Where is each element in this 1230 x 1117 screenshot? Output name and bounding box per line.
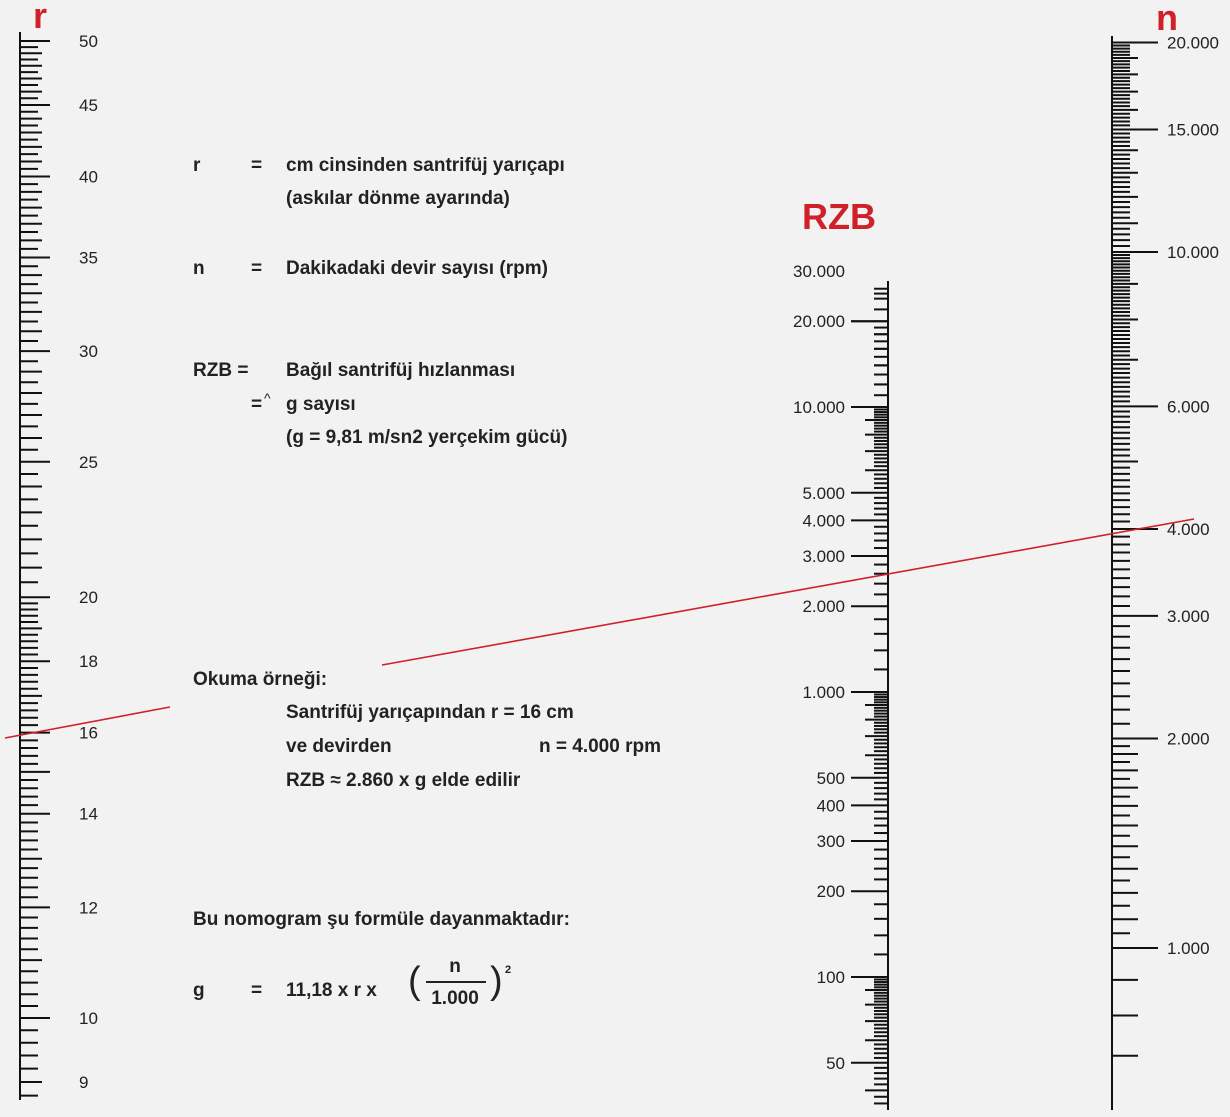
r-tick-label: 12 — [79, 898, 98, 917]
legend-rzb-definition: Bağıl santrifüj hızlanması — [286, 360, 516, 381]
legend-rzb-definition-g: g sayısı — [286, 394, 356, 415]
formula-fraction-bar — [426, 981, 486, 983]
formula-paren-close: ) — [490, 960, 503, 1002]
formula-numerator: n — [449, 956, 461, 977]
legend-n-definition: Dakikadaki devir sayısı (rpm) — [286, 258, 548, 279]
rzb-tick-label: 100 — [817, 968, 845, 987]
legend-r-equals: = — [251, 155, 263, 176]
n-tick-label: 10.000 — [1167, 243, 1219, 262]
formula-intro: Bu nomogram şu formüle dayanmaktadır: — [193, 909, 570, 930]
example-line-right — [381, 518, 1195, 666]
legend-rzb-definition-gravity: (g = 9,81 m/sn2 yerçekim gücü) — [286, 427, 568, 448]
legend-r-definition-note: (askılar dönme ayarında) — [286, 188, 510, 209]
rzb-scale-title: RZB — [802, 196, 876, 237]
example-line-speed-label: ve devirden — [286, 736, 392, 757]
r-tick-label: 35 — [79, 249, 98, 268]
example-line-speed-value: n = 4.000 rpm — [539, 736, 661, 757]
n-tick-label: 3.000 — [1167, 607, 1210, 626]
r-tick-label: 10 — [79, 1009, 98, 1028]
r-tick-label: 40 — [79, 167, 98, 186]
n-tick-label: 15.000 — [1167, 120, 1219, 139]
legend-r-definition: cm cinsinden santrifüj yarıçapı — [286, 155, 565, 176]
formula-expression: 11,18 x r x — [286, 980, 377, 1001]
example-line-left — [4, 706, 171, 739]
rzb-tick-label: 10.000 — [793, 398, 845, 417]
rzb-tick-label: 3.000 — [802, 547, 845, 566]
n-scale: 20.000 15.000 10.000 6.000 4.000 3.000 2.000 1.… — [1111, 33, 1219, 1110]
formula-g: g — [193, 980, 205, 1001]
legend-n-equals: = — [251, 258, 263, 279]
example-line-radius: Santrifüj yarıçapından r = 16 cm — [286, 702, 574, 723]
formula-equals: = — [251, 980, 263, 1001]
r-tick-label: 9 — [79, 1073, 88, 1092]
n-tick-label: 2.000 — [1167, 729, 1210, 748]
rzb-tick-label: 1.000 — [802, 683, 845, 702]
rzb-scale: 30.000 20.000 10.000 5.000 4.000 3.000 2.000 1.… — [793, 262, 889, 1110]
r-tick-label: 25 — [79, 453, 98, 472]
formula-exponent: 2 — [505, 964, 512, 976]
legend-rzb-hat: ^ — [264, 390, 271, 406]
r-scale: 50 45 40 35 30 25 20 18 16 14 12 10 9 — [19, 32, 98, 1100]
legend-rzb-equals-approx: = — [251, 394, 263, 415]
rzb-tick-label: 2.000 — [802, 597, 845, 616]
legend-n-symbol: n — [193, 258, 205, 279]
example-line-result: RZB ≈ 2.860 x g elde edilir — [286, 770, 521, 791]
n-tick-label: 6.000 — [1167, 397, 1210, 416]
rzb-tick-label: 50 — [826, 1054, 845, 1073]
rzb-tick-label: 300 — [817, 832, 845, 851]
r-tick-label: 30 — [79, 342, 98, 361]
r-tick-label: 18 — [79, 652, 98, 671]
r-tick-label: 14 — [79, 805, 98, 824]
r-tick-label: 45 — [79, 96, 98, 115]
rzb-tick-label: 30.000 — [793, 262, 845, 281]
n-tick-label: 20.000 — [1167, 33, 1219, 52]
n-tick-label: 1.000 — [1167, 939, 1210, 958]
n-scale-title: n — [1156, 0, 1178, 38]
formula-paren-open: ( — [408, 960, 421, 1002]
rzb-tick-label: 20.000 — [793, 312, 845, 331]
legend-rzb-symbol: RZB = — [193, 360, 249, 381]
r-scale-title: r — [33, 0, 47, 36]
legend-r-symbol: r — [193, 155, 201, 176]
n-tick-label: 4.000 — [1167, 520, 1210, 539]
r-tick-label: 16 — [79, 724, 98, 743]
rzb-tick-label: 4.000 — [802, 511, 845, 530]
r-tick-label: 20 — [79, 588, 98, 607]
example-title: Okuma örneği: — [193, 669, 328, 690]
rzb-tick-label: 200 — [817, 882, 845, 901]
rzb-tick-label: 5.000 — [802, 484, 845, 503]
formula-denominator: 1.000 — [431, 988, 479, 1009]
r-tick-label: 50 — [79, 32, 98, 51]
rzb-tick-label: 400 — [817, 796, 845, 815]
rzb-tick-label: 500 — [817, 769, 845, 788]
